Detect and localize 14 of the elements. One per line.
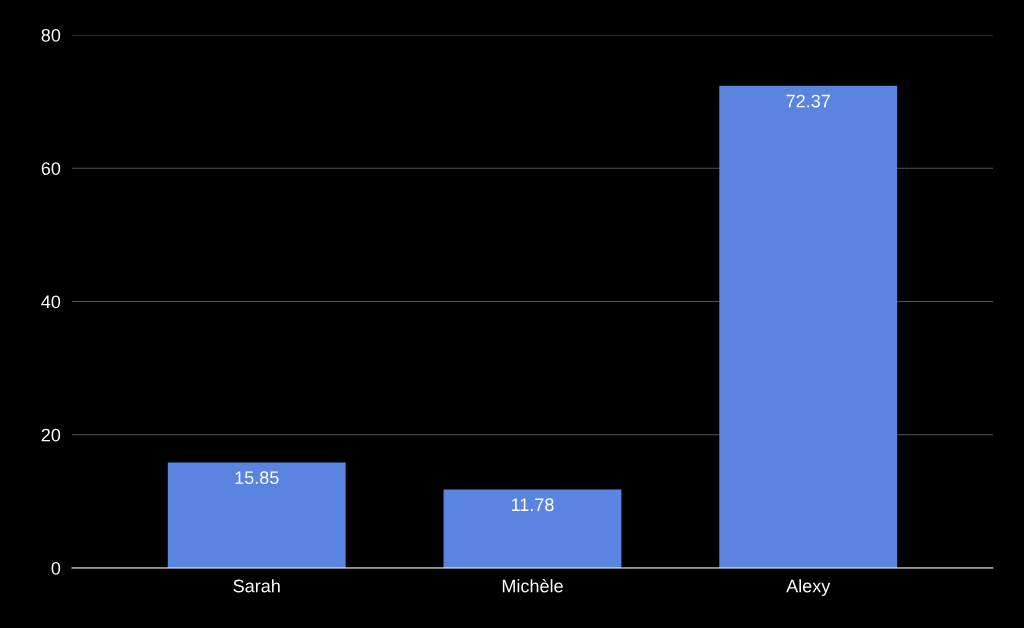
data-label: 72.37 xyxy=(786,94,830,108)
y-tick-label: 80 xyxy=(41,28,61,42)
y-tick-label: 20 xyxy=(41,428,61,442)
bar xyxy=(719,85,898,569)
y-tick-label: 0 xyxy=(51,561,61,575)
x-tick-label: Michèle xyxy=(502,578,563,593)
y-tick-label: 60 xyxy=(41,162,61,175)
bar xyxy=(443,489,622,569)
data-label: 15.85 xyxy=(235,471,279,485)
bar xyxy=(167,462,346,569)
x-tick-label: Sarah xyxy=(233,579,280,593)
x-tick-label: Alexy xyxy=(786,579,831,596)
y-tick-label: 40 xyxy=(41,295,61,309)
data-label: 11.78 xyxy=(511,498,554,512)
